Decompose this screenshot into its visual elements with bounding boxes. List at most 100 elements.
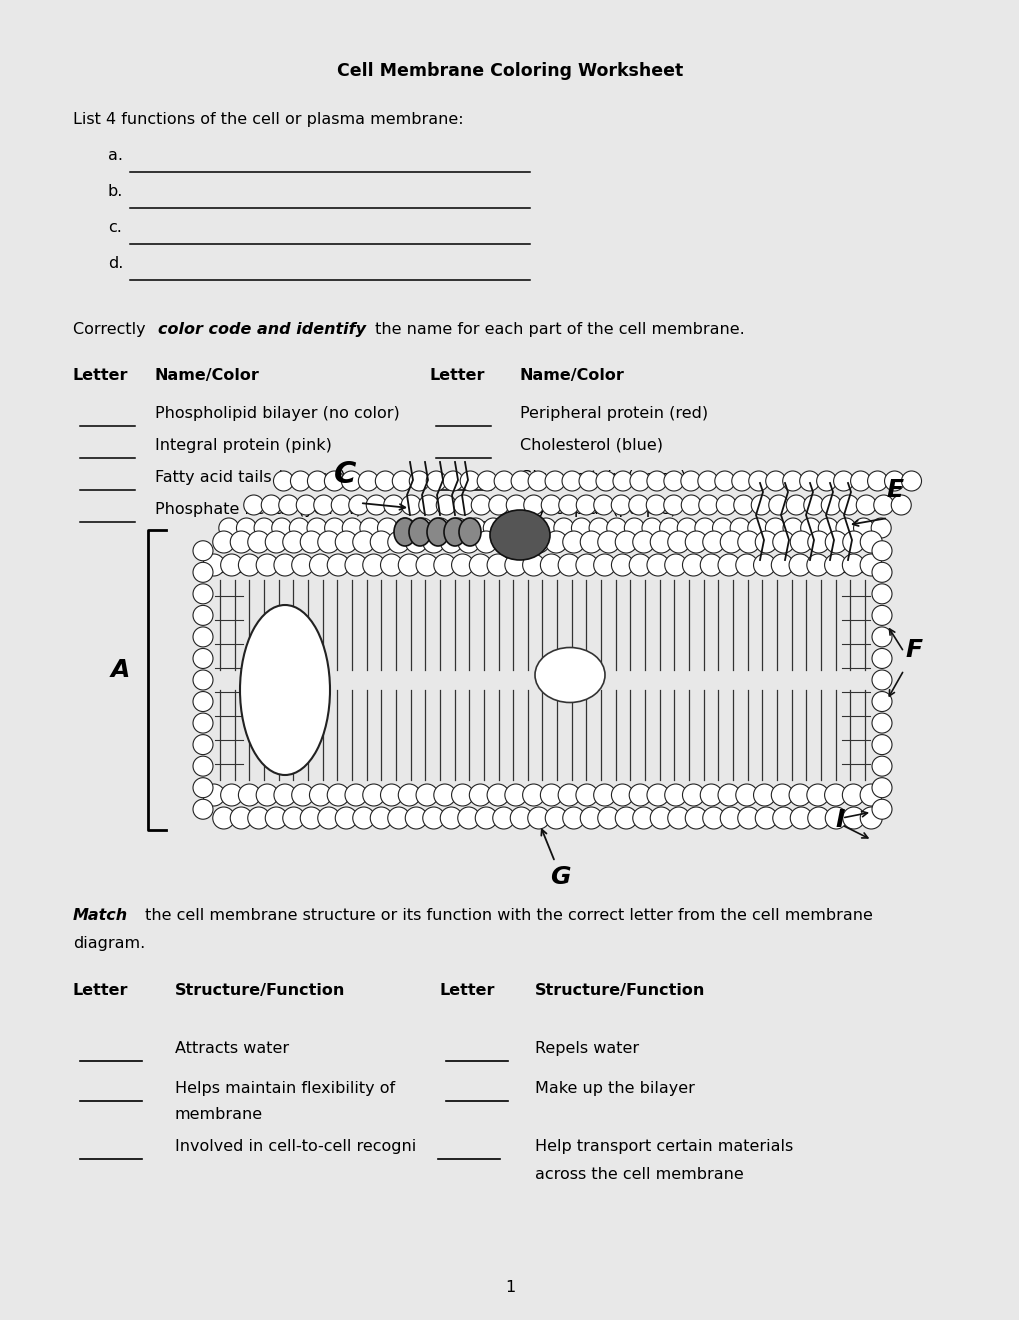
Text: E: E bbox=[886, 478, 903, 502]
Circle shape bbox=[579, 471, 598, 491]
Circle shape bbox=[702, 807, 725, 829]
Circle shape bbox=[510, 531, 532, 553]
Circle shape bbox=[540, 784, 561, 807]
Circle shape bbox=[536, 517, 555, 539]
Circle shape bbox=[717, 784, 740, 807]
Circle shape bbox=[754, 531, 776, 553]
Circle shape bbox=[394, 517, 415, 539]
Circle shape bbox=[487, 554, 508, 576]
Circle shape bbox=[193, 713, 213, 733]
Circle shape bbox=[562, 531, 584, 553]
Circle shape bbox=[392, 471, 412, 491]
Circle shape bbox=[772, 807, 794, 829]
Circle shape bbox=[789, 554, 810, 576]
Circle shape bbox=[523, 495, 543, 515]
Circle shape bbox=[220, 784, 243, 807]
Text: color code and identify: color code and identify bbox=[158, 322, 366, 337]
Circle shape bbox=[335, 807, 357, 829]
Circle shape bbox=[799, 471, 819, 491]
Circle shape bbox=[544, 471, 565, 491]
Circle shape bbox=[595, 471, 615, 491]
Circle shape bbox=[824, 531, 847, 553]
Circle shape bbox=[685, 531, 706, 553]
Circle shape bbox=[419, 495, 438, 515]
Circle shape bbox=[571, 517, 591, 539]
Circle shape bbox=[719, 531, 742, 553]
Circle shape bbox=[870, 517, 891, 539]
Text: Integral protein (pink): Integral protein (pink) bbox=[155, 438, 331, 453]
Circle shape bbox=[871, 671, 892, 690]
Circle shape bbox=[261, 495, 281, 515]
Circle shape bbox=[219, 517, 238, 539]
Circle shape bbox=[836, 517, 855, 539]
Circle shape bbox=[871, 692, 892, 711]
Circle shape bbox=[460, 471, 480, 491]
Circle shape bbox=[271, 517, 291, 539]
Circle shape bbox=[193, 583, 213, 603]
Circle shape bbox=[469, 784, 491, 807]
Circle shape bbox=[230, 807, 252, 829]
Circle shape bbox=[790, 531, 811, 553]
Circle shape bbox=[309, 784, 331, 807]
Circle shape bbox=[405, 807, 427, 829]
Text: I: I bbox=[835, 808, 844, 832]
Circle shape bbox=[416, 784, 437, 807]
Circle shape bbox=[528, 471, 547, 491]
Circle shape bbox=[469, 554, 491, 576]
Circle shape bbox=[397, 784, 420, 807]
Circle shape bbox=[842, 531, 864, 553]
Circle shape bbox=[712, 517, 732, 539]
Circle shape bbox=[735, 554, 757, 576]
Circle shape bbox=[737, 807, 759, 829]
Circle shape bbox=[383, 495, 404, 515]
Circle shape bbox=[855, 495, 875, 515]
Circle shape bbox=[370, 531, 392, 553]
Circle shape bbox=[256, 554, 278, 576]
Text: Attracts water: Attracts water bbox=[175, 1041, 288, 1056]
Circle shape bbox=[632, 807, 654, 829]
Text: H: H bbox=[561, 667, 577, 684]
Circle shape bbox=[859, 784, 881, 807]
Circle shape bbox=[772, 531, 794, 553]
Circle shape bbox=[397, 554, 420, 576]
Circle shape bbox=[545, 531, 567, 553]
Circle shape bbox=[807, 807, 828, 829]
Circle shape bbox=[629, 784, 650, 807]
Circle shape bbox=[871, 627, 892, 647]
Circle shape bbox=[440, 531, 462, 553]
Circle shape bbox=[871, 541, 892, 561]
Circle shape bbox=[667, 807, 689, 829]
Circle shape bbox=[492, 807, 515, 829]
Circle shape bbox=[375, 471, 395, 491]
Circle shape bbox=[366, 495, 386, 515]
Circle shape bbox=[193, 562, 213, 582]
Text: Make up the bilayer: Make up the bilayer bbox=[535, 1081, 694, 1096]
Circle shape bbox=[553, 517, 574, 539]
Circle shape bbox=[324, 517, 344, 539]
Circle shape bbox=[803, 495, 823, 515]
Circle shape bbox=[867, 471, 887, 491]
Circle shape bbox=[629, 554, 650, 576]
Circle shape bbox=[504, 784, 527, 807]
Circle shape bbox=[477, 471, 496, 491]
Text: Glycoprotein (green): Glycoprotein (green) bbox=[520, 470, 686, 484]
Circle shape bbox=[597, 531, 620, 553]
Circle shape bbox=[433, 784, 455, 807]
Text: d.: d. bbox=[108, 256, 123, 271]
Circle shape bbox=[236, 517, 256, 539]
Circle shape bbox=[561, 471, 582, 491]
Circle shape bbox=[562, 807, 584, 829]
Circle shape bbox=[751, 495, 770, 515]
Circle shape bbox=[213, 807, 234, 829]
Circle shape bbox=[353, 531, 374, 553]
Circle shape bbox=[193, 799, 213, 820]
Text: C: C bbox=[333, 459, 356, 488]
Text: Letter: Letter bbox=[439, 983, 495, 998]
Text: Letter: Letter bbox=[430, 368, 485, 383]
Circle shape bbox=[193, 606, 213, 626]
Circle shape bbox=[307, 517, 327, 539]
Circle shape bbox=[335, 531, 357, 553]
Circle shape bbox=[458, 807, 479, 829]
Circle shape bbox=[901, 471, 920, 491]
Circle shape bbox=[348, 495, 369, 515]
